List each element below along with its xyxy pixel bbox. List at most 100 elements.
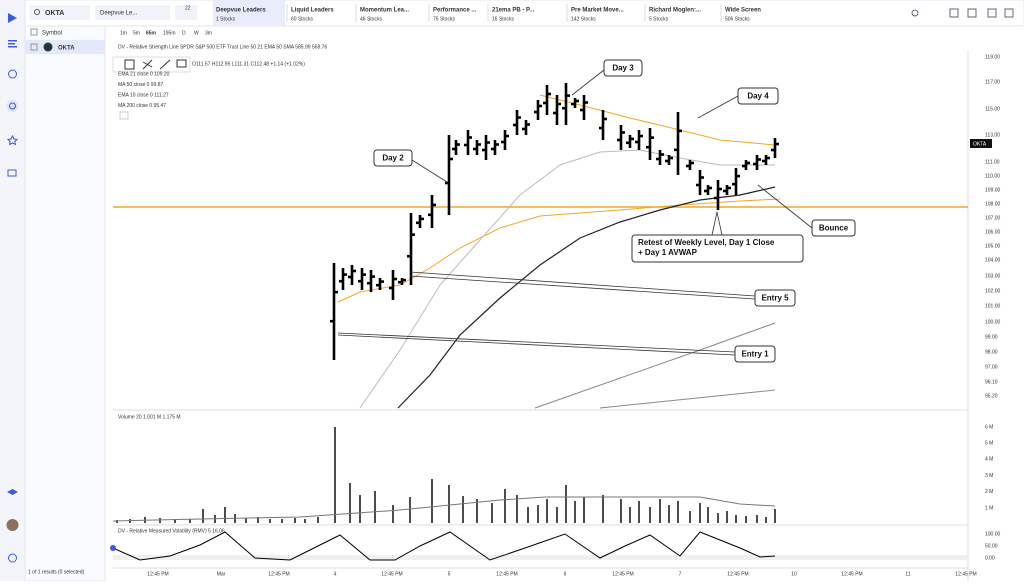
time-tick: 12:45 PM	[496, 571, 517, 577]
volume-bar	[409, 497, 411, 523]
ohlc: O111.57 H112.95 L111.31 C112.48 +1.14 (+…	[192, 61, 305, 67]
tab-name[interactable]: Wide Screen	[725, 8, 761, 14]
volume-bar	[491, 503, 493, 523]
tab-name[interactable]: Pre Market Move...	[571, 8, 624, 14]
volume-bar	[735, 515, 737, 523]
volume-bar	[629, 507, 631, 523]
timeframe[interactable]: 5m	[133, 30, 140, 36]
tab-count: 5 Stocks	[649, 16, 669, 22]
watchlist-tab[interactable]	[95, 5, 170, 20]
sidebar	[0, 0, 25, 581]
volume-bar	[717, 513, 719, 523]
collapse-button[interactable]	[119, 111, 129, 120]
volume-bar	[224, 507, 226, 523]
volume-bar	[556, 507, 558, 523]
volume-bar	[269, 519, 271, 523]
annotation-pointer	[716, 211, 723, 236]
tab-name[interactable]: Momentum Lea...	[360, 8, 409, 14]
volume-tick: 1 M	[985, 505, 993, 511]
ma-legend: EMA 10 close 0 111.27	[118, 92, 169, 98]
volume-bar	[448, 485, 450, 523]
checkbox[interactable]	[30, 28, 38, 36]
ma-legend: MA 200 close 0 95.47	[118, 103, 166, 109]
volume-average	[112, 496, 776, 522]
time-tick: 12:45 PM	[841, 571, 862, 577]
annotation-text: + Day 1 AVWAP	[638, 248, 698, 257]
watchlist-symbol: OKTA	[58, 46, 75, 52]
rs-line-legend: DV - Relative Strength Line SPDR S&P 500…	[118, 44, 327, 50]
tab-name[interactable]: Liquid Leaders	[291, 8, 334, 14]
volume-bar	[334, 427, 336, 523]
volume-bar	[659, 499, 661, 523]
annotation-pointer	[411, 159, 448, 183]
watchlist-tab-label: Deepvue Le...	[100, 11, 138, 17]
volume-bar	[537, 505, 539, 523]
time-tick: 6	[564, 571, 567, 577]
logo	[43, 42, 53, 52]
search-box[interactable]	[30, 5, 90, 20]
annotation-pointer	[409, 275, 756, 300]
volume-bar	[565, 485, 567, 523]
annotation-text: Day 3	[612, 64, 634, 73]
alerts-button[interactable]	[175, 5, 197, 20]
drawing-tools[interactable]	[124, 59, 187, 70]
active-tab	[213, 0, 285, 26]
volume-bar	[392, 505, 394, 523]
volume-bar	[745, 516, 747, 523]
volume-bar	[756, 515, 758, 523]
timeframe[interactable]: W	[194, 30, 199, 36]
tab-count: 142 Stocks	[571, 16, 596, 22]
volume-bar	[707, 507, 709, 523]
volume-bar	[374, 491, 376, 523]
annotation-text: Entry 5	[761, 294, 789, 303]
price-tick: 96.10	[985, 379, 998, 385]
timeframe[interactable]: 195m	[163, 30, 176, 36]
rmv-tick: 0.00	[985, 555, 995, 561]
tab-name[interactable]: Richard Moglen:...	[649, 8, 701, 14]
annotation-pointer	[711, 211, 718, 236]
watchlist-panel	[24, 25, 106, 582]
tab-name[interactable]: Performance ...	[433, 8, 477, 14]
volume-bar	[359, 495, 361, 523]
top-right-icons	[911, 8, 1014, 18]
annotation-box	[734, 345, 776, 363]
search-symbol: OKTA	[45, 10, 64, 17]
volume-bar	[281, 519, 283, 523]
watchlist-header: Symbol	[42, 31, 62, 37]
watchlist-footer: 1 of 1 results (0 selected)	[28, 569, 84, 575]
tab-count: 1 Stocks	[216, 16, 236, 22]
volume-bar	[317, 517, 319, 523]
time-tick: 12:45 PM	[268, 571, 289, 577]
annotation-box	[603, 59, 643, 77]
volume-tick: 2 M	[985, 489, 993, 495]
price-tick: 102.00	[985, 288, 1001, 294]
time-tick: 7	[679, 571, 682, 577]
annotation-pointer	[757, 184, 813, 229]
price-tick: 119.00	[985, 54, 1000, 60]
annotation-box	[737, 87, 779, 105]
annotation-box	[811, 219, 856, 237]
checkbox[interactable]	[30, 43, 38, 51]
rmv-tick: 50.00	[985, 543, 998, 549]
price-label-box	[970, 139, 992, 148]
timeframe[interactable]: 3m	[205, 30, 212, 36]
volume-bar	[527, 507, 529, 523]
tab-name[interactable]: Deepvue Leaders	[216, 8, 266, 14]
price-tick: 105.00	[985, 243, 1001, 249]
volume-bar	[620, 499, 622, 523]
volume-tick: 5 M	[985, 441, 993, 447]
timeframe[interactable]: 1m	[120, 30, 127, 36]
rmv-marker	[110, 545, 116, 551]
volume-bar	[245, 518, 247, 523]
price-tick: 95.20	[985, 393, 998, 399]
timeframe[interactable]: 65m	[146, 30, 157, 36]
watchlist-row[interactable]	[25, 40, 105, 54]
price-tick: 98.00	[985, 349, 998, 355]
moving-averages	[337, 94, 781, 409]
volume-bar	[677, 501, 679, 523]
annotation-box	[373, 149, 413, 167]
tab-name[interactable]: 21ema PB - P...	[492, 8, 535, 14]
timeframe[interactable]: D	[182, 30, 186, 36]
